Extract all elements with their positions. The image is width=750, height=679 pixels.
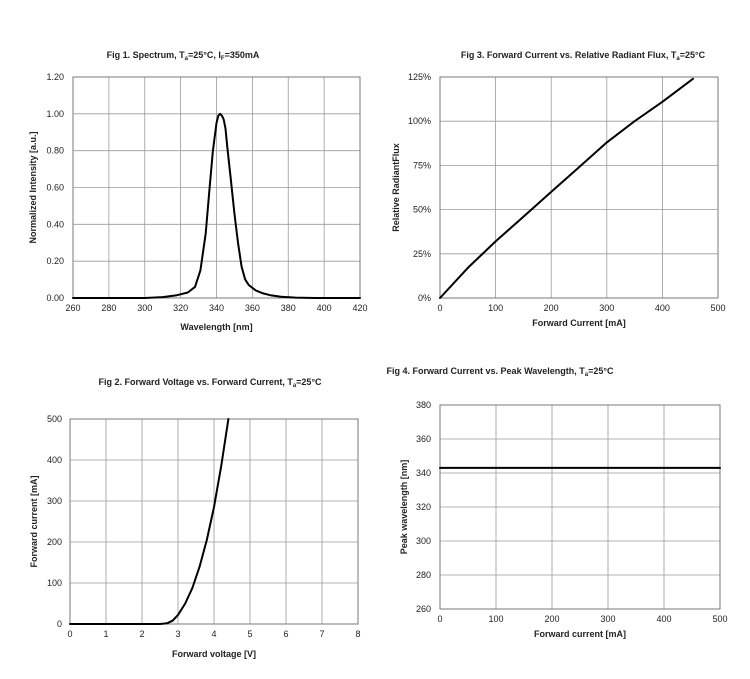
fig2-title-part: Fig 2. Forward Voltage vs. Forward Curre… <box>98 377 293 387</box>
fig3-x-axis-label: Forward Current [mA] <box>532 318 626 328</box>
fig2-y-tick-label: 200 <box>47 537 62 547</box>
fig4-y-tick-label: 280 <box>416 570 431 580</box>
fig3-y-axis-label: Relative RadiantFlux <box>391 143 401 232</box>
fig2-title: Fig 2. Forward Voltage vs. Forward Curre… <box>98 377 322 389</box>
fig3-x-tick-label: 500 <box>710 303 725 313</box>
fig4-x-tick-label: 200 <box>544 614 559 624</box>
fig4-title-part: Fig 4. Forward Current vs. Peak Waveleng… <box>387 366 586 376</box>
fig3-x-tick-label: 200 <box>544 303 559 313</box>
fig1-y-tick-label: 0.20 <box>46 256 64 266</box>
fig4-y-tick-label: 300 <box>416 536 431 546</box>
fig1-title-part: a <box>185 56 189 62</box>
fig2-y-tick-label: 0 <box>57 619 62 629</box>
fig2-title-part: a <box>293 383 297 389</box>
fig1-title-part: Fig 1. Spectrum, T <box>107 50 186 60</box>
fig2-y-tick-label: 100 <box>47 578 62 588</box>
fig2-y-axis-label: Forward current [mA] <box>29 475 39 567</box>
fig3-x-tick-label: 400 <box>655 303 670 313</box>
fig4-y-tick-label: 260 <box>416 604 431 614</box>
fig4-title: Fig 4. Forward Current vs. Peak Waveleng… <box>387 366 614 378</box>
fig1-x-tick-label: 340 <box>209 303 224 313</box>
fig4-y-axis-label: Peak wavelength [nm] <box>399 460 409 555</box>
fig3-title-part: a <box>676 56 680 62</box>
fig3-plot-frame <box>439 76 719 299</box>
fig2-x-tick-label: 5 <box>247 629 252 639</box>
fig4-title-part: =25°C <box>588 366 614 376</box>
fig2-y-tick-label: 300 <box>47 496 62 506</box>
fig4-title-part: a <box>585 372 589 378</box>
fig2-x-tick-label: 4 <box>211 629 216 639</box>
fig4-y-tick-label: 380 <box>416 400 431 410</box>
fig3-chart: 0 100 200 300 400 500 0% 25% 50% 75% 100% 125% Forwa… <box>391 50 726 328</box>
fig2-x-tick-label: 3 <box>175 629 180 639</box>
fig1-y-tick-label: 1.20 <box>46 72 64 82</box>
fig1-x-tick-label: 320 <box>173 303 188 313</box>
fig2-x-tick-label: 6 <box>283 629 288 639</box>
fig2-x-tick-label: 0 <box>67 629 72 639</box>
fig1-x-tick-label: 280 <box>101 303 116 313</box>
fig4-y-tick-label: 340 <box>416 468 431 478</box>
fig2-title-part: =25°C <box>296 377 322 387</box>
fig1-y-tick-label: 0.00 <box>46 293 64 303</box>
fig3-title-part: =25°C <box>680 50 706 60</box>
fig4-y-tick-label: 360 <box>416 434 431 444</box>
fig4-x-tick-label: 0 <box>437 614 442 624</box>
fig1-y-tick-label: 0.80 <box>46 146 64 156</box>
fig2-x-tick-label: 1 <box>103 629 108 639</box>
fig3-series-line <box>439 77 694 299</box>
fig3-x-tick-label: 0 <box>437 303 442 313</box>
fig2-x-tick-label: 2 <box>139 629 144 639</box>
fig2-x-tick-label: 8 <box>355 629 360 639</box>
fig1-chart: 260 280 300 320 340 360 380 400 420 0.00 0.20 0.40 0… <box>28 50 368 332</box>
fig1-x-tick-label: 360 <box>245 303 260 313</box>
fig3-title-part: Fig 3. Forward Current vs. Relative Radi… <box>461 50 677 60</box>
fig2-y-tick-label: 400 <box>47 455 62 465</box>
fig1-x-tick-label: 260 <box>65 303 80 313</box>
fig1-x-tick-label: 380 <box>281 303 296 313</box>
fig3-y-tick-label: 50% <box>413 205 431 215</box>
fig4-x-tick-label: 500 <box>712 614 727 624</box>
fig1-x-tick-label: 420 <box>352 303 367 313</box>
fig4-x-tick-label: 400 <box>656 614 671 624</box>
fig1-y-tick-label: 0.40 <box>46 219 64 229</box>
fig3-y-tick-label: 0% <box>418 293 431 303</box>
fig2-y-tick-label: 500 <box>47 414 62 424</box>
fig1-title-part: F <box>221 56 225 62</box>
fig4-x-tick-label: 100 <box>488 614 503 624</box>
fig1-title-part: =25°C, I <box>188 50 221 60</box>
fig2-plot-frame <box>69 418 359 625</box>
fig4-chart: 0 100 200 300 400 500 260 280 300 320 340 360 380 For… <box>387 366 728 639</box>
fig1-title-part: =350mA <box>225 50 260 60</box>
fig1-series-line <box>72 112 361 299</box>
fig1-y-tick-label: 1.00 <box>46 109 64 119</box>
fig1-x-tick-label: 300 <box>137 303 152 313</box>
fig1-x-axis-label: Wavelength [nm] <box>180 322 252 332</box>
fig1-y-tick-label: 0.60 <box>46 183 64 193</box>
fig1-title: Fig 1. Spectrum, Ta=25°C, IF=350mA <box>107 50 260 62</box>
fig3-y-tick-label: 25% <box>413 249 431 259</box>
fig2-series-line <box>69 418 230 625</box>
fig3-title: Fig 3. Forward Current vs. Relative Radi… <box>461 50 706 62</box>
fig4-y-tick-label: 320 <box>416 502 431 512</box>
fig1-x-tick-label: 400 <box>317 303 332 313</box>
fig4-x-tick-label: 300 <box>600 614 615 624</box>
fig2-chart: 0 1 2 3 4 5 6 7 8 0 100 200 300 400 500 Forward voltage… <box>29 377 361 659</box>
fig1-plot-frame <box>72 76 361 299</box>
fig3-y-tick-label: 125% <box>408 72 431 82</box>
fig2-x-tick-label: 7 <box>319 629 324 639</box>
fig4-plot-frame <box>439 404 721 610</box>
fig2-x-axis-label: Forward voltage [V] <box>172 649 256 659</box>
fig3-y-tick-label: 100% <box>408 116 431 126</box>
fig3-x-tick-label: 300 <box>599 303 614 313</box>
fig3-x-tick-label: 100 <box>488 303 503 313</box>
fig1-y-axis-label: Normalized Intensity [a.u.] <box>28 131 38 243</box>
fig3-y-tick-label: 75% <box>413 160 431 170</box>
fig4-x-axis-label: Forward current [mA] <box>534 629 626 639</box>
